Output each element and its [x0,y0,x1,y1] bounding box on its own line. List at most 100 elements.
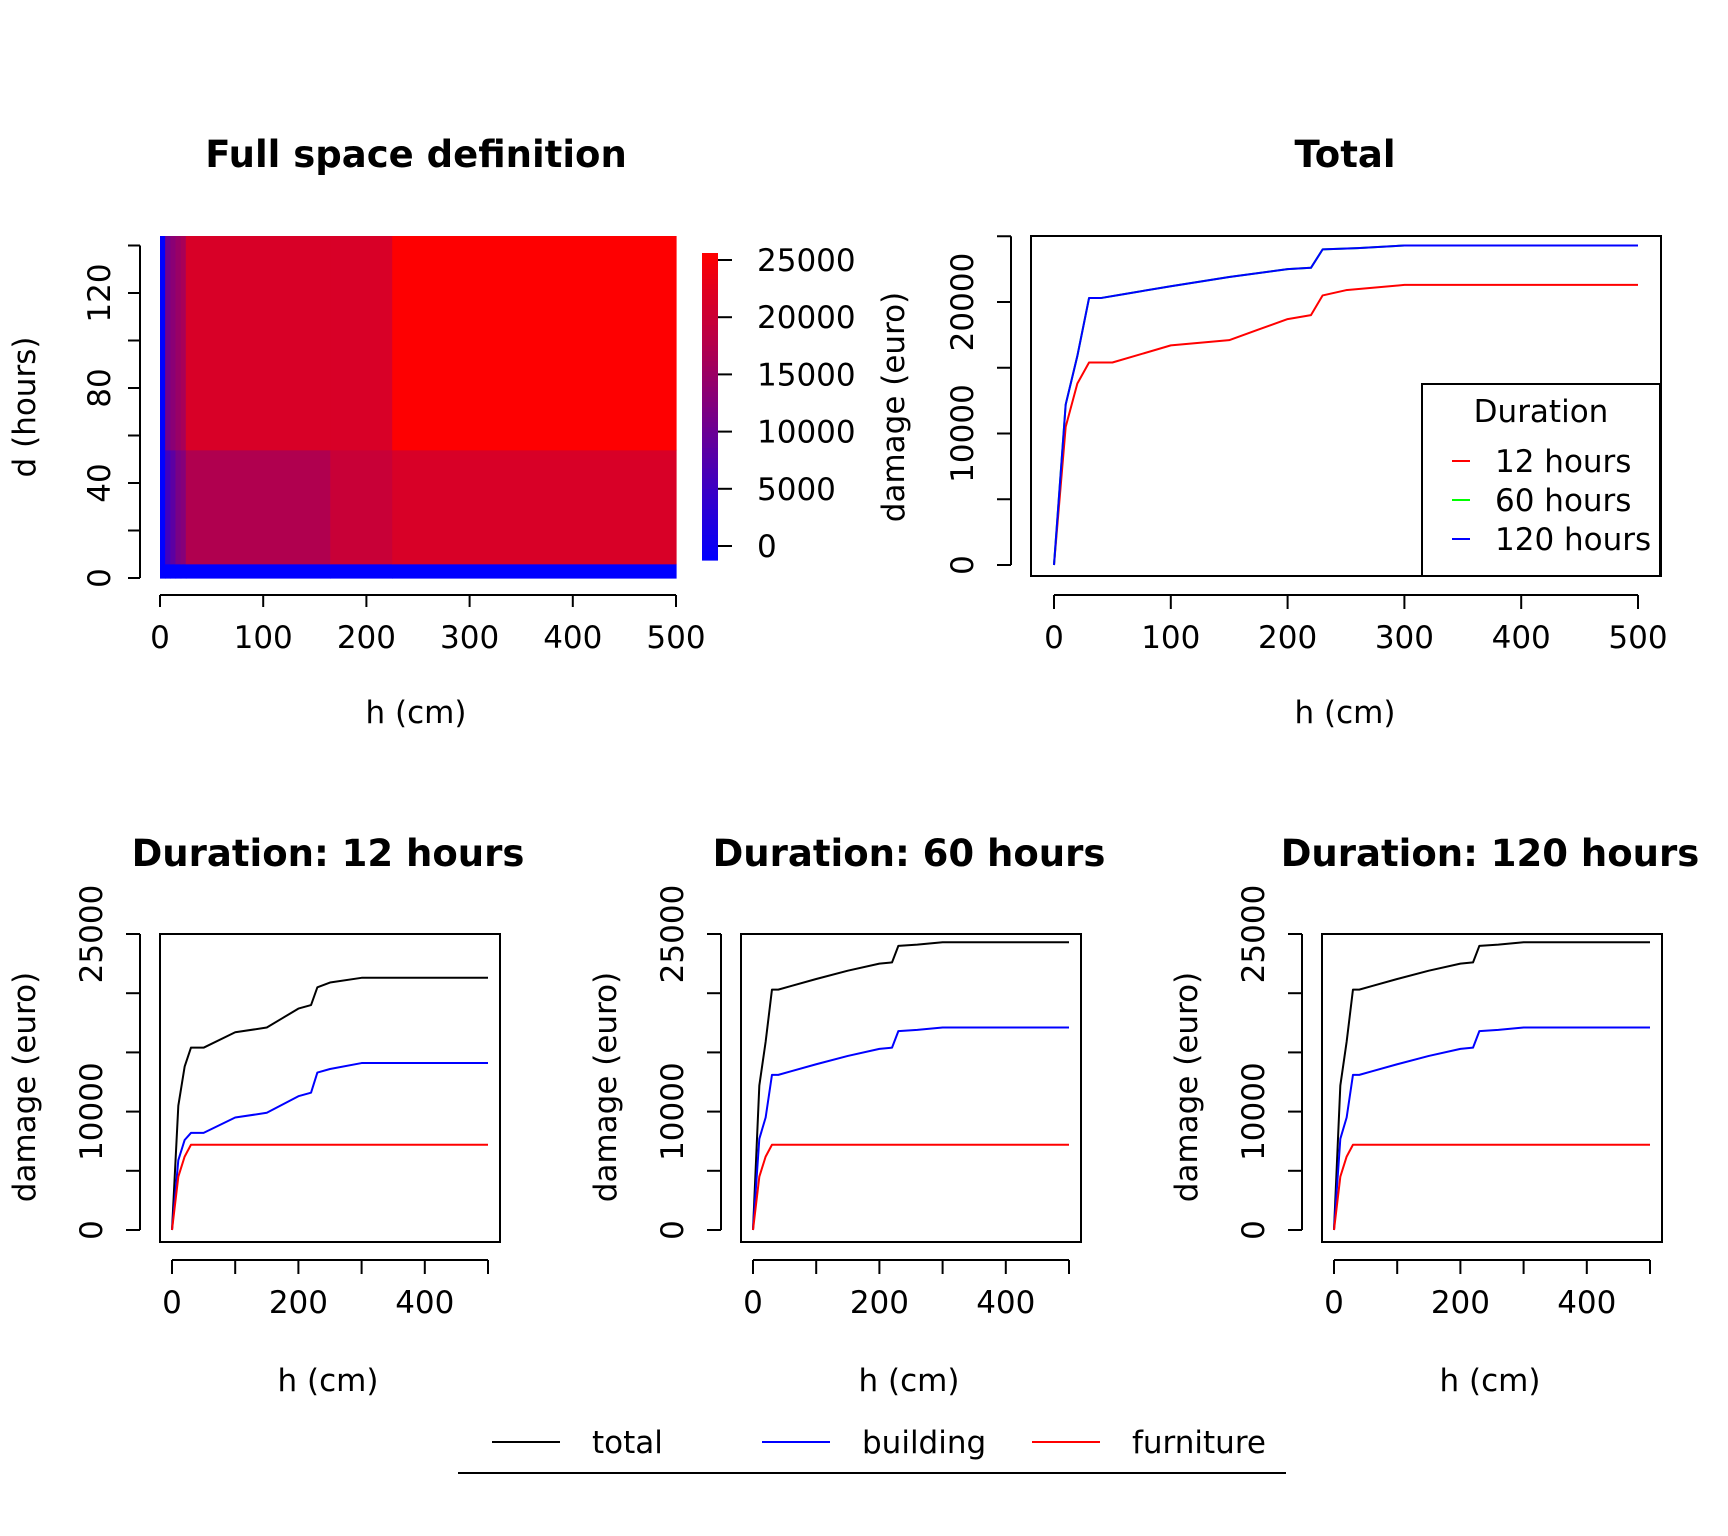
colorbar-segment [702,319,718,326]
y-tick-label: 25000 [1236,885,1272,984]
colorbar-segment [702,493,718,500]
total-legend-box [1421,383,1661,577]
x-tick-label: 200 [1258,620,1317,656]
colorbar-segment [702,375,718,382]
x-tick-label: 400 [1492,620,1551,656]
colorbar-segment [702,278,718,285]
x-tick-label: 400 [976,1285,1035,1321]
x-tick-label: 200 [1431,1285,1490,1321]
colorbar-tick-label: 0 [757,529,777,565]
colorbar-segment [702,462,718,469]
series-line-furniture [1333,1143,1650,1231]
heatmap-cell [175,563,182,579]
y-tick-label: 25000 [655,885,691,984]
plot-box [1321,933,1663,1243]
colorbar-segment [702,329,718,336]
heatmap-cell [392,563,677,579]
heatmap-x-label: h (cm) [366,695,467,731]
heatmap-x-tick-label: 300 [440,620,499,656]
heatmap-cell [160,449,166,565]
y-tick-label: 25000 [74,885,110,984]
heatmap-cell [165,449,171,565]
colorbar-segment [702,299,718,305]
d60-x-label: h (cm) [859,1363,960,1399]
colorbar-segment [702,544,718,551]
colorbar-segment [702,355,718,362]
series-line-building [1333,1026,1650,1231]
colorbar-segment [702,314,718,321]
colorbar-segment [702,345,718,351]
colorbar-tick-label: 25000 [757,243,856,279]
colorbar-segment [702,554,718,561]
series-line-120-hours [1053,244,1638,566]
colorbar-segment [702,268,718,275]
d12-title: Duration: 12 hours [132,832,525,875]
heatmap-y-tick-label: 40 [82,463,118,502]
colorbar-segment [702,457,718,464]
series-line-furniture [752,1143,1069,1231]
colorbar-segment [702,488,718,495]
heatmap-cell [392,449,677,565]
total-x-label: h (cm) [1295,695,1396,731]
d60-plot: 0 200 400 0 10000 25000 [655,885,1082,1321]
heatmap-x-tick-label: 400 [543,620,602,656]
x-tick-label: 0 [1324,1285,1344,1321]
heatmap-cell [175,236,182,451]
colorbar-segment [702,508,718,515]
colorbar-segment [702,288,718,295]
x-tick-label: 0 [743,1285,763,1321]
colorbar-segment [702,426,718,433]
d12-x-label: h (cm) [278,1363,379,1399]
colorbar-segment [702,432,718,438]
heatmap-x-tick-label: 100 [234,620,293,656]
heatmap-cell [165,236,171,451]
bottom-legend-label-building: building [862,1425,986,1461]
colorbar-segment [702,529,718,536]
colorbar-tick-label: 5000 [757,472,836,508]
colorbar-segment [702,370,718,377]
heatmap-cell [170,449,177,565]
x-tick-label: 200 [269,1285,328,1321]
heatmap-cell [185,449,331,565]
x-tick-label: 300 [1375,620,1434,656]
colorbar-segment [702,309,718,315]
heatmap-cell [330,236,393,451]
total-plot: 0 100 200 300 400 500 0 10000 20000 [945,235,1668,656]
x-tick-label: 400 [1557,1285,1616,1321]
colorbar-segment [702,365,718,372]
colorbar-segment [702,360,718,367]
colorbar-segment [702,513,718,520]
y-tick-label: 20000 [945,253,981,352]
heatmap-cell [330,563,393,579]
plot-box [159,933,501,1243]
series-line-furniture [171,1143,488,1231]
colorbar-segment [702,534,718,541]
heatmap-y-tick-label: 0 [82,568,118,588]
colorbar-segment [702,339,718,346]
series-line-total [752,941,1069,1231]
y-tick-label: 0 [945,555,981,575]
colorbar-segment [702,452,718,459]
d120-title: Duration: 120 hours [1281,832,1700,875]
bottom-legend-label-furniture: furniture [1132,1425,1266,1461]
heatmap-cell [160,563,166,579]
colorbar-segment [702,447,718,454]
x-tick-label: 0 [1044,620,1064,656]
y-tick-label: 0 [74,1220,110,1240]
heatmap-y-tick-label: 120 [82,263,118,322]
colorbar-segment [702,467,718,474]
colorbar-segment [702,416,718,423]
heatmap-cell [185,236,331,451]
colorbar-segment [702,263,718,269]
heatmap-cell [165,563,171,579]
colorbar-segment [702,498,718,505]
x-tick-label: 100 [1141,620,1200,656]
legend-label-120h: 120 hours [1495,522,1651,558]
colorbar-segment [702,396,718,402]
colorbar-segment [702,283,718,290]
d12-y-label: damage (euro) [7,972,43,1202]
total-y-label: damage (euro) [876,292,912,522]
x-tick-label: 0 [162,1285,182,1321]
heatmap-plot: 0 100 200 300 400 500040801200500010000150002… [82,236,856,656]
